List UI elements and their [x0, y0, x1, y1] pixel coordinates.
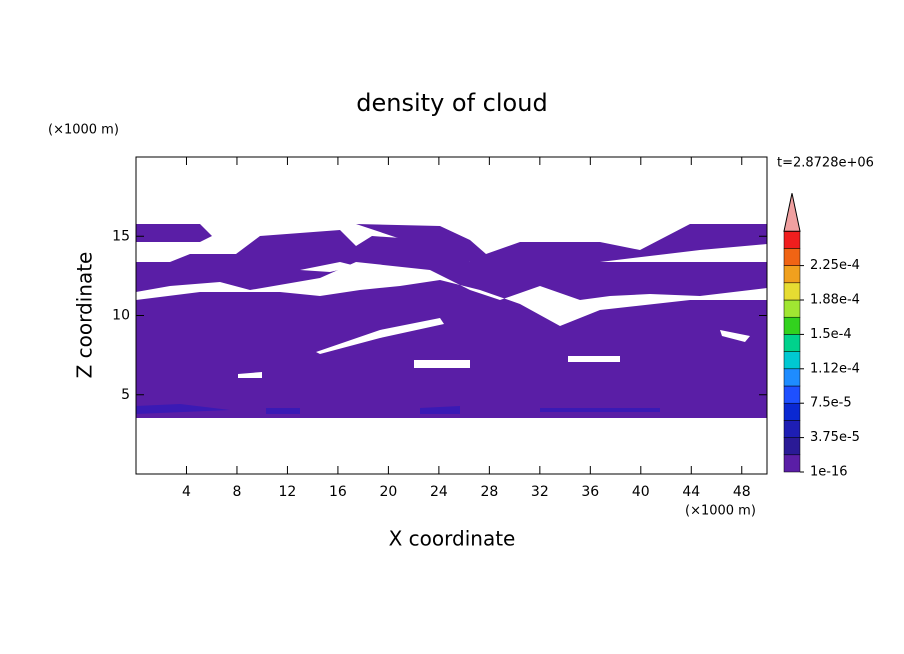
cloud-gap: [316, 318, 444, 354]
x-tick-label: 20: [379, 484, 397, 500]
colorbar-band: [783, 265, 801, 284]
colorbar-band: [783, 316, 801, 335]
x-tick-label: 4: [182, 484, 191, 500]
cloud-core: [136, 404, 660, 414]
colorbar-band: [783, 420, 801, 438]
cloud-region: [356, 224, 767, 262]
x-unit: (×1000 m): [685, 504, 756, 519]
colorbar-overflow: [783, 193, 801, 232]
x-tick-label: 8: [232, 484, 241, 500]
y-axis-label: Z coordinate: [73, 252, 97, 379]
x-tick-label: 40: [632, 484, 650, 500]
cloud-gap: [238, 372, 262, 378]
cloud-gap: [300, 262, 356, 272]
colorbar-band: [783, 454, 801, 473]
y-tick-label: 5: [121, 387, 130, 403]
cloud-gap: [414, 360, 470, 368]
colorbar-band: [783, 368, 801, 387]
colorbar-tick-label: 7.5e-5: [810, 396, 852, 411]
cloud-region: [170, 230, 470, 262]
colorbar-band: [783, 230, 801, 249]
x-tick-label: 32: [531, 484, 549, 500]
cloud-region: [136, 224, 212, 242]
colorbar-tick-label: 2.25e-4: [810, 258, 860, 273]
x-tick-label: 24: [430, 484, 448, 500]
cloud-gap: [568, 356, 620, 362]
colorbar-band: [783, 402, 801, 421]
cloud-gap: [720, 330, 750, 342]
x-tick-label: 16: [329, 484, 347, 500]
colorbar-band: [783, 334, 801, 352]
colorbar-tick-label: 1.88e-4: [810, 293, 860, 308]
colorbar-tick-label: 1.5e-4: [810, 327, 852, 342]
colorbar-band: [783, 385, 801, 404]
colorbar-band: [783, 248, 801, 266]
x-tick-label: 28: [480, 484, 498, 500]
chart-title: density of cloud: [356, 89, 547, 117]
colorbar-tick-label: 1.12e-4: [810, 361, 860, 376]
y-unit: (×1000 m): [48, 123, 119, 138]
colorbar-band: [783, 351, 801, 370]
x-tick-label: 44: [682, 484, 700, 500]
x-axis-label: X coordinate: [389, 527, 516, 551]
y-tick-label: 15: [112, 228, 130, 244]
colorbar-band: [783, 299, 801, 318]
cloud-field: [136, 224, 767, 418]
time-label: t=2.8728e+06: [777, 156, 874, 171]
colorbar-tick-label: 1e-16: [810, 465, 848, 480]
colorbar-band: [783, 282, 801, 301]
y-tick-label: 10: [112, 308, 130, 324]
x-tick-label: 48: [733, 484, 751, 500]
x-tick-label: 36: [581, 484, 599, 500]
colorbar-tick-label: 3.75e-5: [810, 430, 860, 445]
colorbar-band: [783, 437, 801, 456]
x-tick-label: 12: [279, 484, 297, 500]
